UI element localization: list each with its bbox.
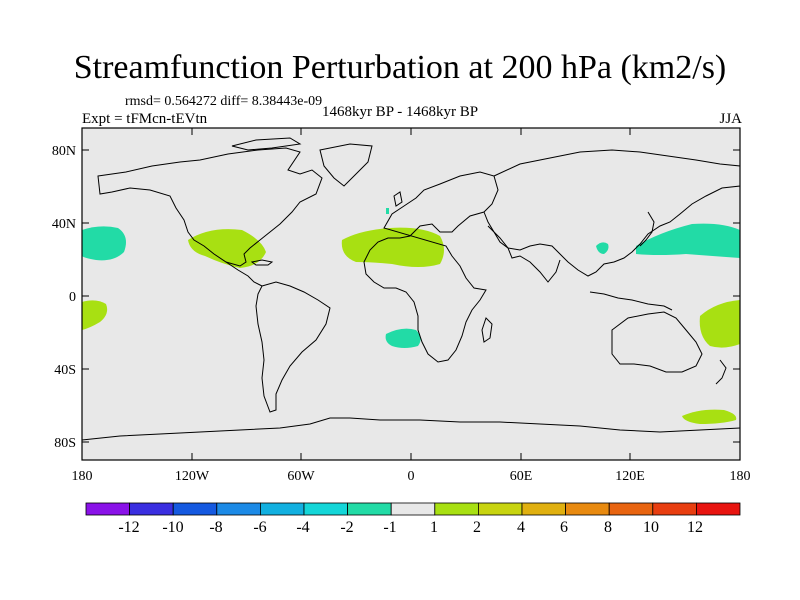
coast-australia: [611, 311, 703, 373]
anomaly-negative-npacific-west: [636, 223, 740, 258]
coast-arctic-islands: [231, 137, 302, 151]
coast-madagascar: [481, 317, 493, 343]
lon-label: 120W: [175, 469, 210, 484]
lat-label: 40S: [54, 363, 76, 378]
colorbar-box: [565, 502, 610, 516]
coast-indonesia: [589, 291, 673, 311]
lat-label: 80S: [54, 436, 76, 451]
season-text: JJA: [719, 111, 742, 127]
lon-label: 60W: [287, 469, 315, 484]
colorbar-label: -2: [340, 519, 353, 536]
coast-japan: [639, 211, 655, 247]
map-background: [82, 128, 740, 460]
colorbar-label: 1: [430, 519, 438, 536]
colorbar-box: [434, 502, 479, 516]
colorbar-box: [608, 502, 654, 516]
coast-central-america: [225, 261, 263, 287]
anomaly-positive-spacific-east: [82, 300, 108, 330]
colorbar-label: -1: [383, 519, 396, 536]
colorbar-box: [652, 502, 697, 516]
colorbar-box: [129, 502, 174, 516]
colorbar-label: 12: [687, 519, 703, 536]
anomaly-positive-australia-east: [699, 300, 740, 348]
coast-north-america: [97, 147, 323, 267]
lon-label: 180: [730, 469, 751, 484]
lat-label: 40N: [52, 217, 76, 232]
coast-uk: [393, 191, 403, 207]
colorbar-box: [521, 502, 566, 516]
colorbar-label: -8: [209, 519, 222, 536]
colorbar-box: [696, 502, 741, 516]
colorbar: [85, 502, 741, 516]
coast-new-zealand: [715, 359, 727, 385]
coast-greenland: [319, 143, 373, 187]
period-text: 1468kyr BP - 1468kyr BP: [321, 104, 479, 120]
lat-ticks: [82, 149, 740, 443]
anomaly-positive-mexico: [188, 229, 266, 268]
colorbar-label: -10: [162, 519, 183, 536]
anomaly-negative-china: [596, 242, 609, 254]
lon-label: 180: [72, 469, 93, 484]
map-title: Streamfunction Perturbation at 200 hPa (…: [73, 49, 727, 86]
coast-arabia-india: [487, 225, 561, 283]
lon-label: 60E: [510, 469, 533, 484]
lon-label: 120E: [615, 469, 645, 484]
coastlines: [81, 137, 741, 441]
colorbar-label: -12: [118, 519, 139, 536]
colorbar-box: [390, 502, 436, 516]
lat-label: 0: [69, 290, 76, 305]
lat-labels: 80N 40N 0 40S 80S: [52, 144, 76, 451]
colorbar-label: -4: [296, 519, 309, 536]
lon-labels: 180 120W 60W 0 60E 120E 180: [72, 469, 751, 484]
coast-asia: [483, 149, 741, 277]
lon-ticks: [81, 128, 741, 460]
coast-europe-africa: [363, 171, 499, 363]
anomaly-negative-npacific-east: [82, 226, 126, 261]
colorbar-box: [85, 502, 130, 516]
colorbar-box: [303, 502, 348, 516]
colorbar-box: [172, 502, 218, 516]
colorbar-box: [347, 502, 392, 516]
colorbar-box: [216, 502, 261, 516]
colorbar-box: [477, 502, 523, 516]
experiment-text: Expt = tFMcn-tEVtn: [82, 111, 208, 127]
lat-label: 80N: [52, 144, 76, 159]
colorbar-label: 8: [604, 519, 612, 536]
colorbar-label: -6: [253, 519, 266, 536]
stats-text: rmsd= 0.564272 diff= 8.38443e-09: [125, 94, 323, 109]
coast-antarctica: [81, 417, 741, 441]
lon-label: 0: [408, 469, 415, 484]
coast-south-america: [255, 281, 331, 413]
colorbar-label: 6: [560, 519, 568, 536]
anomaly-positive-southern-ocean: [682, 409, 737, 424]
anomaly-negative-satlantic: [385, 328, 421, 348]
anomaly-negative-small-north: [386, 208, 389, 214]
colorbar-labels: -12 -10 -8 -6 -4 -2 -1 1 2 4 6 8 10 12: [118, 519, 703, 536]
colorbar-label: 10: [643, 519, 659, 536]
colorbar-label: 2: [473, 519, 481, 536]
colorbar-label: 4: [517, 519, 525, 536]
colorbar-box: [259, 502, 305, 516]
coast-cuba: [250, 259, 274, 266]
